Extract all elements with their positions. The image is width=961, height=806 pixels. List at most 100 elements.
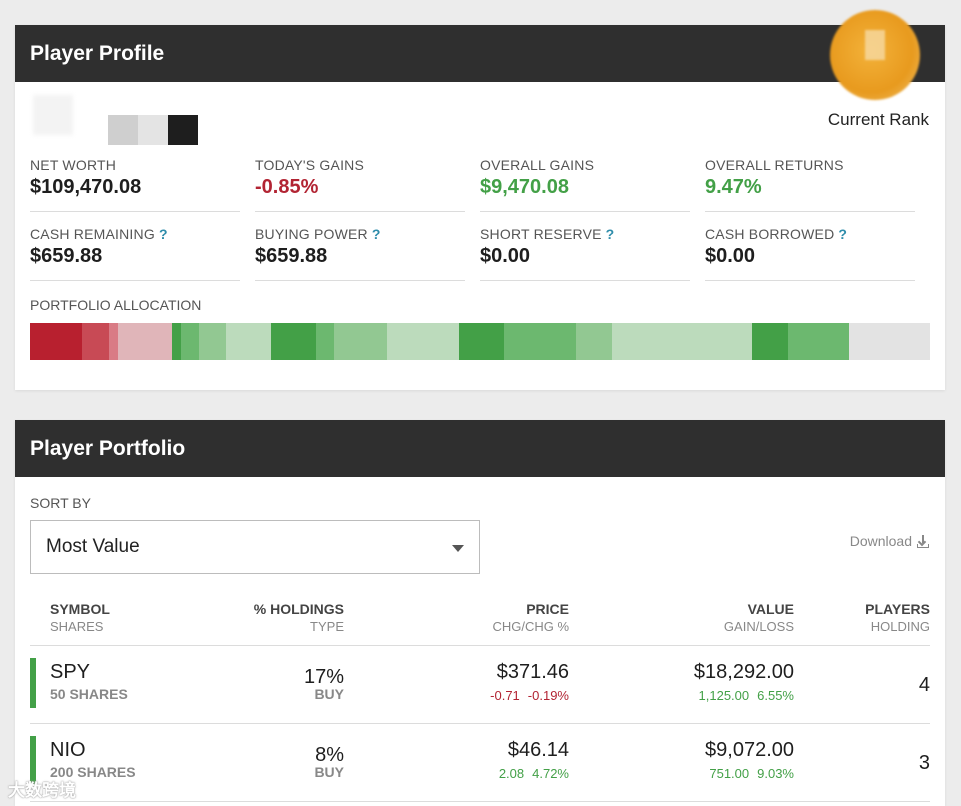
stat-buying-power: BUYING POWER? $659.88: [255, 226, 465, 281]
download-label: Download: [849, 533, 912, 549]
allocation-segment[interactable]: [752, 323, 788, 360]
row-gain-loss: 1,125.00 6.55%: [699, 688, 794, 703]
stat-overall-returns: OVERALL RETURNS 9.47%: [705, 157, 915, 212]
row-gain-pct: 6.55%: [757, 688, 794, 703]
stat-cash-borrowed: CASH BORROWED? $0.00: [705, 226, 915, 281]
allocation-segment[interactable]: [576, 323, 612, 360]
row-chg: 2.08: [498, 766, 525, 781]
table-row[interactable]: SPY 50 SHARES 17% BUY $371.46 -0.71 -0.19…: [30, 646, 930, 724]
row-gain-loss: 751.00 9.03%: [709, 766, 794, 781]
allocation-segment[interactable]: [315, 323, 334, 360]
stat-label: BUYING POWER: [255, 226, 368, 242]
column-price[interactable]: PRICE CHG/CHG %: [492, 601, 569, 634]
portfolio-allocation-label: PORTFOLIO ALLOCATION: [30, 297, 202, 313]
row-symbol[interactable]: NIO: [50, 739, 86, 761]
current-rank-label: Current Rank: [827, 110, 929, 129]
stat-value: $0.00: [480, 245, 531, 267]
stat-value: $659.88: [255, 245, 328, 267]
stat-label: NET WORTH: [30, 157, 117, 173]
stat-todays-gains: TODAY'S GAINS -0.85%: [255, 157, 465, 212]
help-icon[interactable]: ?: [371, 226, 381, 242]
row-gain: 751.00: [709, 766, 750, 781]
row-type: BUY: [314, 686, 344, 702]
help-icon[interactable]: ?: [605, 226, 615, 242]
watermark: 大数跨境: [8, 781, 76, 800]
allocation-segment[interactable]: [171, 323, 181, 360]
row-change: -0.71 -0.19%: [490, 688, 569, 703]
portfolio-title: Player Portfolio: [30, 436, 186, 460]
profile-header: Player Profile: [15, 25, 945, 82]
column-holdings[interactable]: % HOLDINGS TYPE: [253, 601, 344, 634]
stat-cash-remaining: CASH REMAINING? $659.88: [30, 226, 240, 281]
row-change: 2.08 4.72%: [499, 766, 569, 781]
row-symbol[interactable]: SPY: [50, 661, 91, 683]
row-holdings: 17%: [303, 666, 344, 688]
avatar: [33, 95, 203, 155]
allocation-segment[interactable]: [333, 323, 388, 360]
row-chg-pct: -0.19%: [527, 688, 569, 703]
allocation-segment[interactable]: [387, 323, 460, 360]
allocation-segment[interactable]: [30, 323, 83, 360]
stat-label: OVERALL GAINS: [480, 157, 595, 173]
row-value: $18,292.00: [693, 661, 794, 683]
row-price: $371.46: [496, 661, 569, 683]
help-icon[interactable]: ?: [838, 226, 848, 242]
allocation-segment[interactable]: [180, 323, 199, 360]
row-players: 3: [918, 752, 930, 774]
player-profile-card: Player Profile Current Rank NET WORTH $1…: [15, 10, 945, 390]
stat-value: $0.00: [705, 245, 756, 267]
allocation-segment[interactable]: [504, 323, 576, 360]
stat-label: CASH REMAINING: [30, 226, 155, 242]
position-indicator: [30, 658, 36, 708]
stat-net-worth: NET WORTH $109,470.08: [30, 157, 240, 212]
stats-grid: NET WORTH $109,470.08 TODAY'S GAINS -0.8…: [30, 157, 930, 295]
allocation-segment[interactable]: [198, 323, 226, 360]
row-shares: 50 SHARES: [50, 686, 128, 702]
stat-label: OVERALL RETURNS: [705, 157, 844, 173]
portfolio-allocation-bar[interactable]: [30, 323, 930, 360]
chevron-down-icon: [452, 545, 464, 552]
stat-value: $659.88: [30, 245, 103, 267]
row-players: 4: [918, 674, 930, 696]
allocation-segment[interactable]: [787, 323, 850, 360]
position-indicator: [30, 736, 36, 786]
stat-label: SHORT RESERVE: [480, 226, 602, 242]
download-icon: [917, 534, 929, 548]
row-gain-pct: 9.03%: [757, 766, 794, 781]
allocation-segment[interactable]: [225, 323, 271, 360]
row-chg: -0.71: [490, 688, 520, 703]
column-value[interactable]: VALUE GAIN/LOSS: [723, 601, 794, 634]
allocation-segment[interactable]: [459, 323, 505, 360]
sort-by-label: SORT BY: [30, 495, 91, 511]
allocation-segment[interactable]: [611, 323, 753, 360]
row-price: $46.14: [507, 739, 569, 761]
portfolio-header: Player Portfolio: [15, 420, 945, 477]
stat-label: CASH BORROWED: [705, 226, 835, 242]
stat-label: TODAY'S GAINS: [255, 157, 365, 173]
rank-badge-icon: [830, 10, 920, 100]
stat-value: 9.47%: [705, 176, 762, 198]
table-header: SYMBOL SHARES % HOLDINGS TYPE PRICE CHG/…: [30, 601, 930, 646]
player-portfolio-card: Player Portfolio SORT BY Most Value Down…: [15, 420, 945, 806]
help-icon[interactable]: ?: [158, 226, 168, 242]
allocation-segment[interactable]: [109, 323, 118, 360]
column-players[interactable]: PLAYERS HOLDING: [865, 601, 930, 634]
table-row[interactable]: NIO 200 SHARES 8% BUY $46.14 2.08 4.72% $…: [30, 724, 930, 802]
allocation-segment[interactable]: [270, 323, 316, 360]
allocation-segment[interactable]: [849, 323, 930, 360]
sort-select[interactable]: Most Value: [30, 520, 480, 574]
row-type: BUY: [314, 764, 344, 780]
stat-short-reserve: SHORT RESERVE? $0.00: [480, 226, 690, 281]
stat-value: -0.85%: [255, 176, 319, 198]
allocation-segment[interactable]: [118, 323, 172, 360]
row-chg-pct: 4.72%: [532, 766, 569, 781]
allocation-segment[interactable]: [82, 323, 110, 360]
sort-select-value: Most Value: [46, 536, 140, 557]
row-gain: 1,125.00: [698, 688, 750, 703]
portfolio-table: SYMBOL SHARES % HOLDINGS TYPE PRICE CHG/…: [30, 601, 930, 802]
stat-overall-gains: OVERALL GAINS $9,470.08: [480, 157, 690, 212]
column-symbol[interactable]: SYMBOL SHARES: [50, 601, 110, 634]
row-value: $9,072.00: [705, 739, 794, 761]
download-button[interactable]: Download: [850, 533, 929, 549]
row-shares: 200 SHARES: [50, 764, 136, 780]
